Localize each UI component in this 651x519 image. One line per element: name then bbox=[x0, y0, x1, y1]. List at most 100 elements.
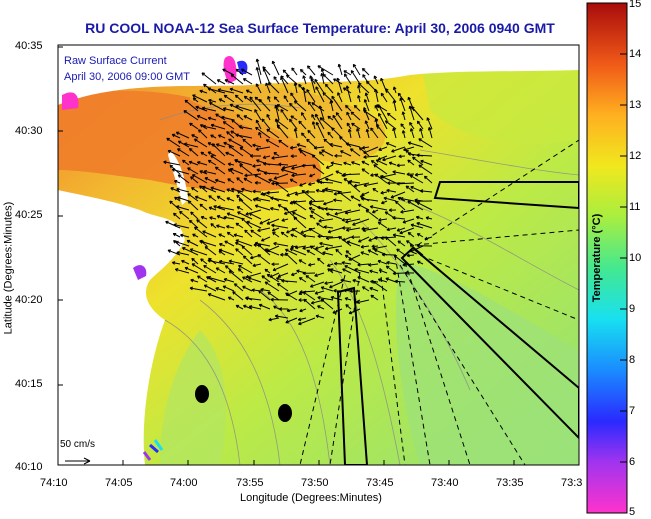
current-vector bbox=[286, 74, 298, 85]
current-vector bbox=[309, 75, 316, 94]
current-vector-head bbox=[196, 219, 200, 223]
current-vector-head bbox=[324, 281, 328, 285]
current-vector bbox=[330, 296, 343, 301]
current-vector bbox=[190, 248, 208, 256]
current-vector-head bbox=[364, 120, 369, 124]
current-vector bbox=[333, 191, 352, 195]
current-vector-head bbox=[203, 169, 207, 174]
current-vector bbox=[345, 304, 352, 310]
current-vector bbox=[409, 244, 424, 256]
current-vector bbox=[278, 163, 289, 166]
current-vector-head bbox=[333, 261, 338, 266]
current-vector-head bbox=[404, 271, 408, 275]
current-vector-head bbox=[247, 276, 252, 281]
current-vector-head bbox=[266, 221, 271, 225]
current-vector bbox=[343, 87, 352, 94]
y-tick-label: 40:35 bbox=[15, 40, 43, 52]
current-vector-head bbox=[345, 85, 350, 89]
current-vector-head bbox=[386, 112, 391, 117]
current-vector-head bbox=[301, 163, 305, 168]
current-vector-head bbox=[252, 143, 256, 148]
current-vector-head bbox=[167, 149, 172, 154]
current-vector bbox=[184, 99, 199, 112]
current-vector bbox=[405, 185, 415, 193]
current-vector bbox=[228, 270, 244, 283]
current-vector bbox=[392, 217, 406, 220]
radar-radial-lines bbox=[299, 139, 579, 465]
current-vector-head bbox=[315, 188, 320, 193]
current-vector bbox=[239, 146, 253, 157]
current-vector bbox=[307, 65, 316, 76]
current-vector bbox=[327, 227, 343, 233]
current-vector-head bbox=[353, 104, 358, 109]
y-tick-label: 40:30 bbox=[15, 125, 43, 137]
current-vector-head bbox=[276, 277, 280, 281]
current-vector bbox=[348, 254, 361, 261]
current-vector-head bbox=[186, 239, 191, 244]
current-vector-head bbox=[385, 265, 390, 270]
current-vector bbox=[332, 308, 343, 314]
x-axis-label: Longitude (Degrees:Minutes) bbox=[240, 492, 382, 504]
current-vector-head bbox=[305, 275, 310, 279]
current-vector bbox=[306, 249, 316, 256]
current-vector-head bbox=[407, 96, 412, 101]
current-vector-head bbox=[338, 236, 342, 240]
current-vector bbox=[189, 287, 208, 292]
current-vector bbox=[172, 233, 181, 238]
current-vector-head bbox=[289, 247, 294, 252]
current-vector bbox=[259, 304, 271, 310]
current-vector bbox=[285, 248, 298, 256]
current-vector-head bbox=[262, 68, 267, 72]
current-vector-head bbox=[293, 201, 297, 205]
current-vector bbox=[420, 160, 433, 166]
current-vector bbox=[344, 265, 361, 274]
current-vector bbox=[299, 308, 307, 312]
current-vector bbox=[424, 175, 433, 184]
current-vector-head bbox=[173, 223, 177, 227]
current-vector-head bbox=[320, 298, 325, 303]
current-vector bbox=[254, 174, 271, 184]
current-vector bbox=[314, 79, 325, 94]
current-vector-head bbox=[352, 278, 356, 283]
current-vector bbox=[363, 182, 379, 187]
current-vector-head bbox=[227, 162, 232, 167]
current-vector-head bbox=[191, 187, 195, 191]
current-vector-head bbox=[406, 172, 410, 177]
current-vector-head bbox=[222, 285, 227, 289]
current-vector-head bbox=[345, 142, 350, 146]
x-tick-label: 73:35 bbox=[496, 477, 524, 489]
current-vector-head bbox=[356, 128, 360, 132]
current-vector-head bbox=[276, 124, 281, 128]
current-vector bbox=[175, 241, 190, 247]
current-vector-head bbox=[418, 138, 422, 142]
current-vector bbox=[194, 226, 208, 238]
current-vector-head bbox=[293, 216, 297, 221]
current-vector-head bbox=[399, 230, 403, 235]
current-vector bbox=[294, 128, 298, 139]
current-vector bbox=[334, 263, 343, 265]
current-vector-head bbox=[289, 178, 294, 183]
current-vector-head bbox=[204, 246, 209, 250]
current-vector bbox=[269, 272, 280, 278]
current-vector bbox=[299, 150, 307, 157]
current-vector bbox=[294, 100, 307, 112]
current-vector bbox=[252, 190, 262, 193]
current-vector-head bbox=[325, 236, 330, 241]
current-vector-head bbox=[384, 211, 389, 215]
current-vector bbox=[244, 173, 262, 177]
current-vector bbox=[245, 297, 262, 301]
current-vector-head bbox=[174, 268, 179, 272]
current-vector-head bbox=[278, 139, 282, 144]
current-vector-head bbox=[316, 179, 320, 184]
current-vector-head bbox=[409, 128, 414, 132]
current-vector bbox=[409, 174, 424, 184]
current-vector bbox=[226, 225, 235, 229]
current-vector-head bbox=[409, 122, 413, 126]
current-vector-head bbox=[377, 278, 382, 282]
current-vector bbox=[273, 242, 289, 247]
current-vector-head bbox=[235, 133, 239, 138]
current-vector-head bbox=[311, 154, 316, 158]
current-vector-head bbox=[341, 261, 345, 265]
current-vector-head bbox=[215, 267, 220, 271]
current-vector-head bbox=[378, 269, 383, 273]
